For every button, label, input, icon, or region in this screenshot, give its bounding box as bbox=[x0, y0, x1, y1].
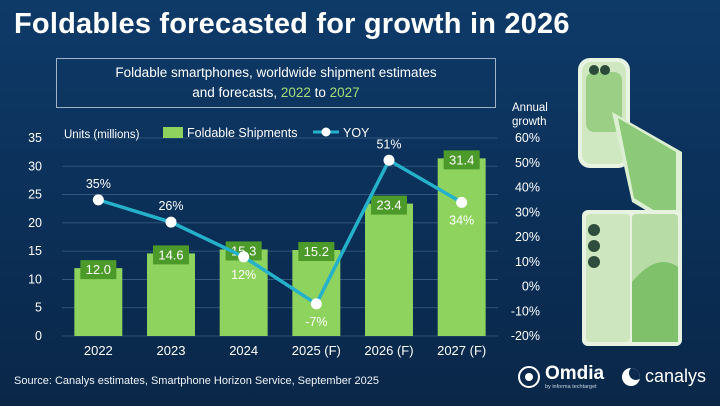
bar-value-label-bg bbox=[153, 245, 189, 265]
chart-subtitle: Foldable smartphones, worldwide shipment… bbox=[56, 58, 496, 108]
omdia-logo-icon bbox=[518, 366, 540, 388]
right-axis-tick-label: 20% bbox=[515, 230, 540, 244]
source-note: Source: Canalys estimates, Smartphone Ho… bbox=[14, 375, 380, 387]
bar-value-label: 31.4 bbox=[449, 152, 474, 167]
left-axis-tick-label: 25 bbox=[28, 188, 42, 202]
legend-bar-label: Foldable Shipments bbox=[187, 126, 297, 140]
bar-value-label: 14.6 bbox=[158, 247, 183, 262]
bar-value-label-bg bbox=[371, 195, 407, 215]
yoy-value-label: 35% bbox=[86, 177, 111, 191]
yoy-point bbox=[310, 298, 322, 310]
subtitle-line-1: Foldable smartphones, worldwide shipment… bbox=[115, 65, 437, 80]
bar bbox=[147, 253, 195, 336]
yoy-point bbox=[165, 216, 177, 228]
yoy-value-label: 12% bbox=[231, 268, 256, 282]
flip-phone-image bbox=[578, 58, 682, 232]
subtitle-end-year: 2027 bbox=[329, 85, 360, 100]
subtitle-line-2: and forecasts, 2022 to 2027 bbox=[57, 83, 495, 103]
yoy-value-label: -7% bbox=[305, 315, 327, 329]
bar bbox=[219, 249, 268, 336]
x-axis-tick-label: 2026 (F) bbox=[364, 343, 413, 358]
bar-value-label-bg bbox=[443, 150, 480, 170]
omdia-logo: Omdia by informa techtarget bbox=[518, 364, 604, 390]
right-axis-tick-label: 30% bbox=[515, 205, 540, 219]
omdia-wordmark: Omdia bbox=[545, 362, 605, 384]
bar-value-label: 12.0 bbox=[86, 262, 111, 277]
bar-value-label: 15.2 bbox=[304, 244, 329, 259]
x-axis-tick-label: 2027 (F) bbox=[437, 343, 486, 358]
x-axis-tick-label: 2024 bbox=[229, 343, 258, 358]
yoy-point bbox=[456, 196, 468, 208]
right-axis-tick-label: 40% bbox=[515, 181, 540, 195]
right-axis-title-line-1: Annual bbox=[512, 102, 548, 114]
legend-line-label: YOY bbox=[343, 126, 370, 140]
left-axis-tick-label: 0 bbox=[35, 329, 42, 343]
bar-value-label-bg bbox=[80, 260, 117, 280]
right-axis-tick-label: 60% bbox=[515, 131, 540, 145]
omdia-tagline: by informa techtarget bbox=[545, 383, 597, 390]
right-axis-title-line-2: growth bbox=[512, 116, 547, 128]
left-axis-title: Units (millions) bbox=[64, 129, 140, 141]
left-axis-tick-label: 20 bbox=[28, 216, 42, 230]
fold-phone-image bbox=[582, 210, 682, 346]
yoy-line bbox=[97, 157, 463, 307]
bar bbox=[437, 158, 486, 336]
canalys-logo: canalys bbox=[622, 366, 706, 387]
left-axis-tick-label: 5 bbox=[35, 301, 42, 315]
yoy-value-label: 26% bbox=[158, 199, 183, 213]
right-axis-tick-label: -20% bbox=[511, 329, 540, 343]
left-axis-tick-label: 35 bbox=[28, 131, 42, 145]
left-axis-tick-label: 30 bbox=[28, 159, 42, 173]
x-axis-tick-label: 2025 (F) bbox=[292, 343, 341, 358]
yoy-point bbox=[238, 251, 250, 263]
subtitle-to: to bbox=[310, 85, 330, 100]
bar bbox=[365, 203, 413, 336]
canalys-wordmark: canalys bbox=[645, 366, 707, 386]
x-axis-tick-label: 2023 bbox=[157, 343, 186, 358]
x-axis-tick-label: 2022 bbox=[84, 343, 113, 358]
bar-value-label: 23.4 bbox=[376, 198, 401, 213]
subtitle-line-2-text: and forecasts, bbox=[192, 85, 281, 100]
yoy-value-label: 51% bbox=[376, 137, 401, 151]
right-axis-tick-label: 0% bbox=[522, 280, 540, 294]
legend-line-marker bbox=[321, 127, 331, 137]
subtitle-start-year: 2022 bbox=[280, 85, 311, 100]
canalys-logo-icon bbox=[622, 367, 640, 386]
yoy-point bbox=[383, 154, 395, 166]
left-axis-tick-label: 15 bbox=[28, 244, 42, 258]
right-axis-tick-label: -10% bbox=[511, 304, 540, 318]
legend-bar-swatch bbox=[163, 127, 183, 138]
right-axis-tick-label: 50% bbox=[515, 156, 540, 170]
yoy-point bbox=[92, 194, 104, 206]
left-axis-tick-label: 10 bbox=[28, 272, 42, 286]
bar-value-label-bg bbox=[225, 241, 262, 261]
yoy-value-label: 34% bbox=[449, 213, 474, 227]
foldable-phones-illustration bbox=[578, 58, 682, 346]
page-title: Foldables forecasted for growth in 2026 bbox=[14, 8, 570, 40]
right-axis-tick-label: 10% bbox=[515, 255, 540, 269]
bar bbox=[74, 268, 123, 336]
bar-value-label-bg bbox=[298, 242, 335, 262]
